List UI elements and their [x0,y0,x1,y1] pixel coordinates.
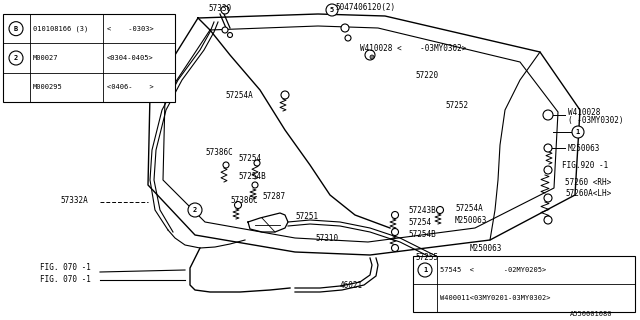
Text: 57254A: 57254A [455,204,483,212]
Circle shape [392,212,399,219]
Circle shape [9,51,23,65]
Circle shape [392,228,399,236]
Circle shape [418,263,432,277]
Text: 57545  <       -02MY0205>: 57545 < -02MY0205> [440,267,547,273]
Text: 57252: 57252 [445,100,468,109]
Circle shape [222,27,228,33]
Circle shape [341,24,349,32]
Text: ( -03MY0302): ( -03MY0302) [568,116,623,124]
Text: 57386C: 57386C [205,148,233,156]
Text: FIG. 070 -1: FIG. 070 -1 [40,276,91,284]
Text: 57243B: 57243B [408,205,436,214]
Circle shape [572,126,584,138]
Circle shape [436,206,444,213]
Text: <0406-    >: <0406- > [107,84,154,90]
Bar [413,256,635,312]
Text: W410028 <    -03MY0302>: W410028 < -03MY0302> [360,44,467,52]
Text: B: B [14,26,18,32]
Text: 57386C: 57386C [230,196,258,204]
Circle shape [234,202,241,209]
Text: 5047406120(2): 5047406120(2) [335,3,395,12]
Text: W400011<03MY0201-03MY0302>: W400011<03MY0201-03MY0302> [440,295,550,301]
Text: W410028: W410028 [568,108,600,116]
Text: <0304-0405>: <0304-0405> [107,55,154,61]
Circle shape [326,4,338,16]
Text: A550001080: A550001080 [570,311,612,317]
Text: 57260 <RH>: 57260 <RH> [565,178,611,187]
Text: M250063: M250063 [568,143,600,153]
Circle shape [281,91,289,99]
Text: 57220: 57220 [415,70,438,79]
Circle shape [345,35,351,41]
Text: 57287: 57287 [262,191,285,201]
Text: FIG. 070 -1: FIG. 070 -1 [40,263,91,273]
Text: 1: 1 [423,267,427,273]
Circle shape [365,50,375,60]
Text: 1: 1 [576,129,580,135]
Text: 57254B: 57254B [238,172,266,180]
Circle shape [544,166,552,174]
Circle shape [544,144,552,152]
Text: M00027: M00027 [33,55,58,61]
Text: 5: 5 [330,7,334,13]
Text: 2: 2 [193,207,197,213]
Circle shape [252,182,258,188]
Text: 57255: 57255 [415,253,438,262]
Circle shape [223,162,229,168]
Text: 57332A: 57332A [60,196,88,204]
Circle shape [544,194,552,202]
Circle shape [544,216,552,224]
Text: 57254B: 57254B [408,229,436,238]
Text: 57254A: 57254A [225,91,253,100]
Text: 57254: 57254 [408,218,431,227]
Text: M000295: M000295 [33,84,63,90]
Text: M250063: M250063 [455,215,488,225]
Circle shape [221,6,229,14]
Text: 57251: 57251 [295,212,318,220]
Text: 2: 2 [14,55,18,61]
Text: 57254: 57254 [238,154,261,163]
Bar [3,14,175,102]
Text: <    -0303>: < -0303> [107,26,154,32]
Text: 57260A<LH>: 57260A<LH> [565,188,611,197]
Text: FIG.920 -1: FIG.920 -1 [562,161,608,170]
Circle shape [392,244,399,252]
Circle shape [188,203,202,217]
Text: 46021: 46021 [340,281,363,290]
Circle shape [543,110,553,120]
Circle shape [9,22,23,36]
Circle shape [254,160,260,166]
Text: 57330: 57330 [208,4,231,12]
Circle shape [227,33,232,37]
Text: 010108166 (3): 010108166 (3) [33,25,88,32]
Text: 57310: 57310 [315,234,338,243]
Text: M250063: M250063 [470,244,502,252]
Circle shape [370,55,374,59]
